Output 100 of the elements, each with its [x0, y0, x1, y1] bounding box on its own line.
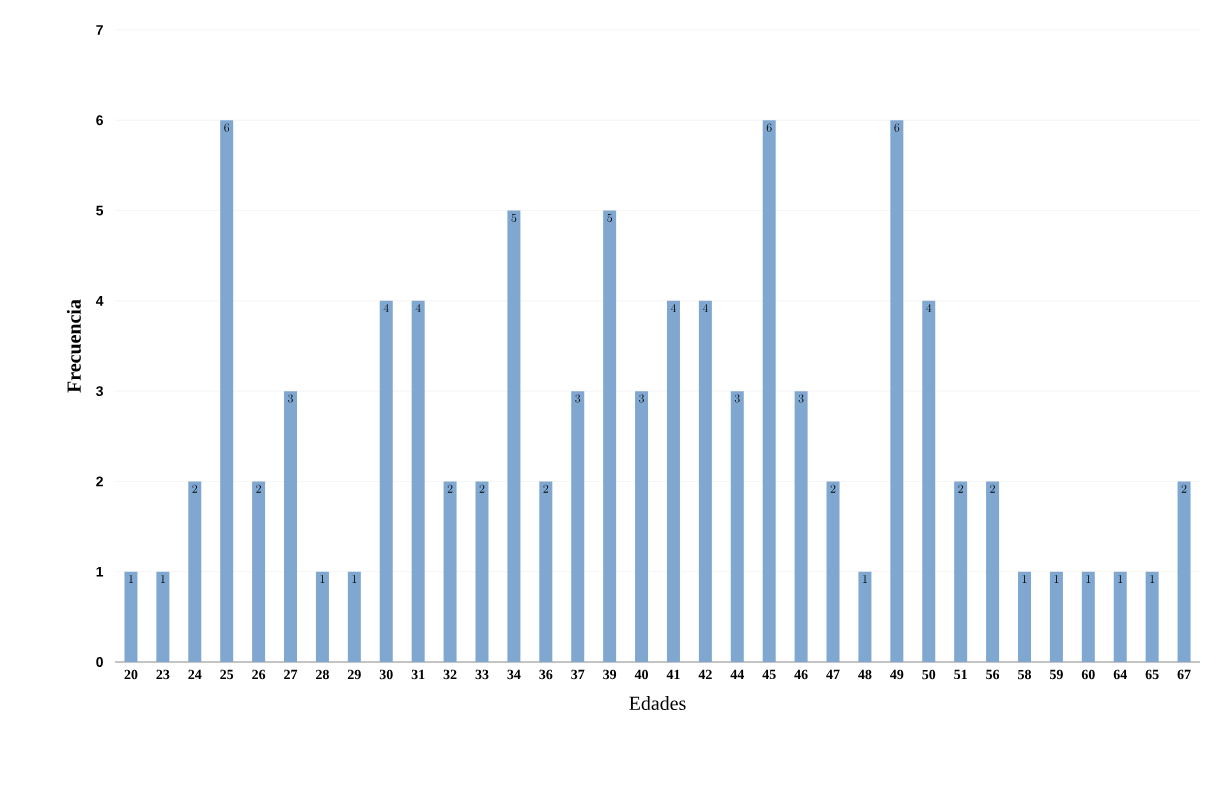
- bar: [156, 571, 170, 662]
- x-tick-label: 47: [826, 669, 840, 679]
- x-tick-label: 30: [379, 669, 393, 680]
- x-tick-label: 31: [411, 669, 425, 680]
- x-tick-label: 67: [1177, 669, 1191, 680]
- bar: [635, 391, 649, 662]
- y-tick-label: 3: [96, 386, 103, 397]
- bar: [730, 391, 744, 662]
- bar: [411, 300, 425, 662]
- bar: [890, 120, 904, 662]
- bar: [571, 391, 585, 662]
- bar: [347, 571, 361, 662]
- data-label: 1: [863, 574, 867, 583]
- x-tick-label: 23: [156, 669, 170, 680]
- y-tick-label: 7: [96, 25, 103, 35]
- x-tick-label: 26: [252, 669, 266, 680]
- data-label: 5: [607, 213, 612, 223]
- y-axis-title: Frecuencia: [66, 299, 81, 393]
- bar: [507, 210, 521, 662]
- x-tick-label: 44: [730, 669, 744, 679]
- bar: [986, 481, 1000, 662]
- bar: [858, 571, 872, 662]
- data-label: 4: [415, 304, 421, 313]
- bar: [698, 300, 712, 662]
- x-tick-label: 32: [443, 669, 457, 680]
- data-label: 2: [479, 484, 485, 493]
- data-label: 2: [447, 484, 453, 493]
- x-tick-label: 27: [284, 669, 298, 680]
- bar: [1017, 571, 1031, 662]
- bar: [284, 391, 298, 662]
- x-tick-label: 33: [475, 669, 489, 680]
- x-tick-label: 59: [1049, 669, 1063, 680]
- x-axis-title: Edades: [629, 696, 686, 711]
- bar: [922, 300, 936, 662]
- bar: [603, 210, 617, 662]
- bar: [794, 391, 808, 662]
- bar: [539, 481, 553, 662]
- data-label: 3: [798, 394, 804, 403]
- data-label: 6: [766, 123, 772, 132]
- data-label: 2: [192, 484, 198, 493]
- data-label: 1: [1086, 574, 1091, 583]
- x-tick-label: 42: [698, 669, 712, 680]
- x-tick-label: 58: [1018, 669, 1032, 680]
- x-tick-label: 34: [507, 669, 521, 680]
- data-label: 1: [1118, 574, 1123, 583]
- bar: [1177, 481, 1191, 662]
- x-tick-label: 65: [1145, 669, 1159, 680]
- bar: [124, 571, 138, 662]
- x-tick-label: 36: [539, 669, 553, 680]
- data-label: 2: [830, 484, 836, 493]
- data-label: 1: [129, 574, 133, 583]
- data-label: 2: [990, 484, 995, 493]
- y-tick-label: 1: [96, 566, 104, 577]
- bar: [666, 300, 680, 662]
- data-label: 1: [1150, 574, 1155, 583]
- bar: [379, 300, 393, 662]
- bar: [762, 120, 776, 662]
- data-label: 2: [256, 484, 261, 493]
- data-label: 4: [383, 304, 389, 313]
- bar: [252, 481, 266, 662]
- data-label: 3: [575, 394, 581, 403]
- bar: [475, 481, 489, 662]
- data-label: 1: [320, 574, 325, 583]
- bar: [1081, 571, 1095, 662]
- data-label: 2: [958, 484, 964, 493]
- x-tick-label: 40: [634, 669, 648, 680]
- y-tick-label: 0: [96, 657, 103, 667]
- data-label: 3: [288, 394, 293, 403]
- data-label: 4: [926, 304, 932, 313]
- x-tick-label: 24: [188, 669, 202, 680]
- x-tick-label: 50: [922, 669, 936, 680]
- data-label: 2: [1181, 484, 1187, 493]
- bar: [315, 571, 329, 662]
- bar: [443, 481, 457, 662]
- y-tick-label: 5: [96, 205, 104, 216]
- x-tick-label: 56: [986, 669, 1000, 680]
- data-label: 5: [511, 213, 517, 223]
- x-tick-label: 37: [571, 669, 585, 680]
- x-tick-label: 48: [858, 669, 872, 680]
- data-label: 1: [161, 574, 165, 583]
- data-label: 3: [639, 394, 644, 403]
- bar: [1113, 571, 1127, 662]
- data-label: 4: [702, 304, 708, 313]
- x-tick-label: 64: [1113, 669, 1127, 680]
- data-label: 3: [734, 394, 740, 403]
- data-label: 6: [894, 123, 900, 132]
- x-tick-label: 45: [762, 669, 776, 680]
- bar: [954, 481, 968, 662]
- x-tick-label: 20: [124, 669, 138, 680]
- x-tick-label: 49: [890, 669, 904, 680]
- data-label: 1: [352, 574, 357, 583]
- x-tick-label: 41: [666, 669, 680, 679]
- x-tick-label: 29: [347, 669, 361, 680]
- bar: [826, 481, 840, 662]
- data-label: 2: [543, 484, 549, 493]
- x-tick-label: 60: [1081, 669, 1095, 680]
- x-tick-label: 46: [794, 669, 808, 680]
- x-tick-label: 28: [316, 669, 329, 680]
- bar: [188, 481, 202, 662]
- bar: [220, 120, 234, 662]
